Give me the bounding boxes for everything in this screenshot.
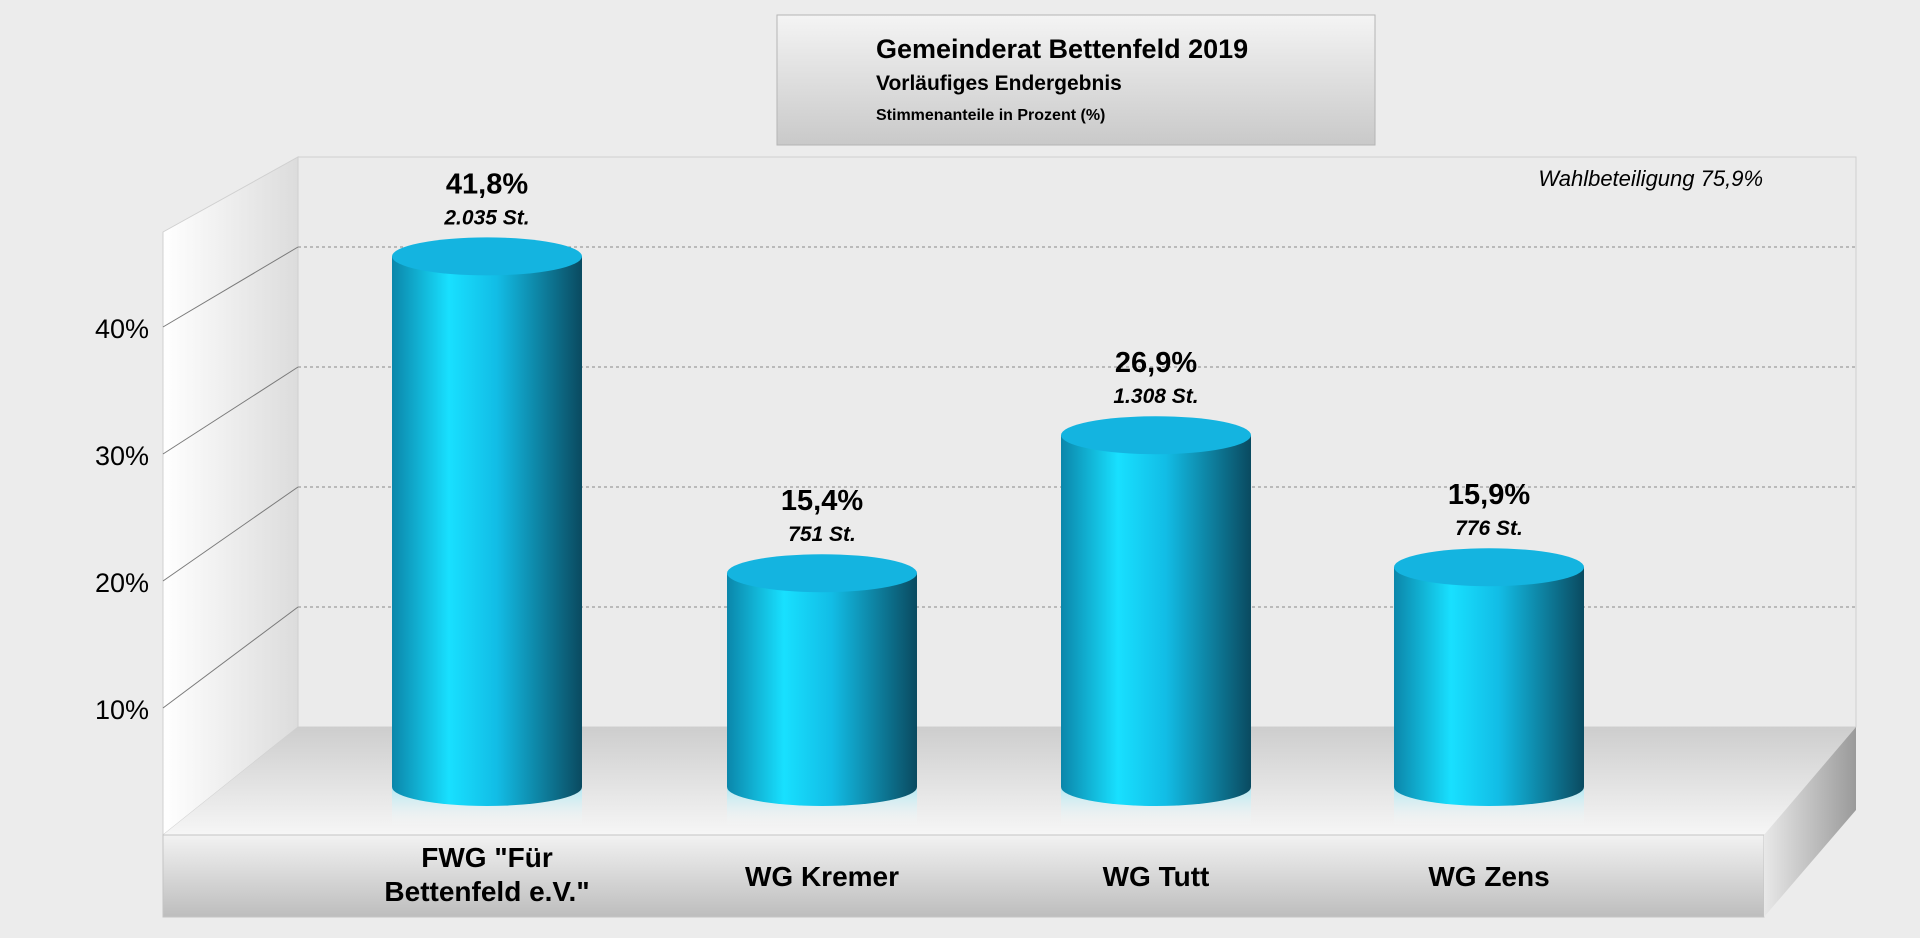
turnout-annotation: Wahlbeteiligung 75,9% (1538, 166, 1763, 191)
bar-top (1061, 416, 1251, 455)
bar-votes-label: 776 St. (1455, 517, 1523, 540)
y-tick-label: 30% (95, 441, 149, 471)
x-tick-label: WG Zens (1428, 861, 1549, 892)
bar-top (392, 237, 582, 276)
x-axis: FWG "Für Bettenfeld e.V." WG Kremer WG Tutt… (384, 842, 1549, 907)
bar-value-label: 15,4% (781, 485, 863, 517)
bar-reflection (1061, 787, 1251, 827)
bar-value-label: 26,9% (1115, 347, 1197, 379)
bar-votes-label: 2.035 St. (443, 206, 529, 229)
chart-title: Gemeinderat Bettenfeld 2019 (876, 34, 1248, 64)
y-tick-label: 10% (95, 695, 149, 725)
bar-body (392, 256, 582, 806)
gridline-wall (162, 606, 299, 709)
bar-top (1394, 548, 1584, 587)
bar: 15,9% 776 St. (1394, 479, 1584, 827)
bar-reflection (727, 787, 917, 827)
bar-value-label: 15,9% (1448, 479, 1530, 511)
base-side (1764, 727, 1856, 917)
bar-body (1061, 435, 1251, 806)
gridline-wall (162, 486, 299, 582)
bar-reflection (1394, 787, 1584, 827)
bar: 26,9% 1.308 St. (1061, 347, 1251, 827)
base-front (162, 834, 1765, 918)
bar-votes-label: 751 St. (788, 523, 856, 546)
y-tick-label: 40% (95, 314, 149, 344)
y-axis-label: Stimmenanteile in Prozent (%) (876, 107, 1105, 124)
y-tick-label: 20% (95, 568, 149, 598)
bar-value-label: 41,8% (446, 168, 528, 200)
bars: 41,8% 2.035 St. 15,4% 751 St. 26,9% 1.308 St.… (392, 168, 1584, 827)
bar: 15,4% 751 St. (727, 485, 917, 827)
x-tick-label: FWG "Für Bettenfeld e.V." (384, 842, 589, 907)
bar-body (727, 573, 917, 806)
title-box (776, 14, 1376, 146)
bar-votes-label: 1.308 St. (1113, 385, 1198, 408)
x-tick-label: WG Kremer (745, 861, 899, 892)
bar-top (727, 554, 917, 593)
bar-body (1394, 567, 1584, 806)
bar-reflection (392, 787, 582, 827)
x-tick-label: WG Tutt (1103, 861, 1210, 892)
gridline-wall (162, 366, 299, 455)
y-axis: 10% 20% 30% 40% (95, 314, 149, 725)
chart-subtitle: Vorläufiges Endergebnis (876, 72, 1122, 95)
bar: 41,8% 2.035 St. (392, 168, 582, 827)
gridline-wall (162, 246, 299, 328)
